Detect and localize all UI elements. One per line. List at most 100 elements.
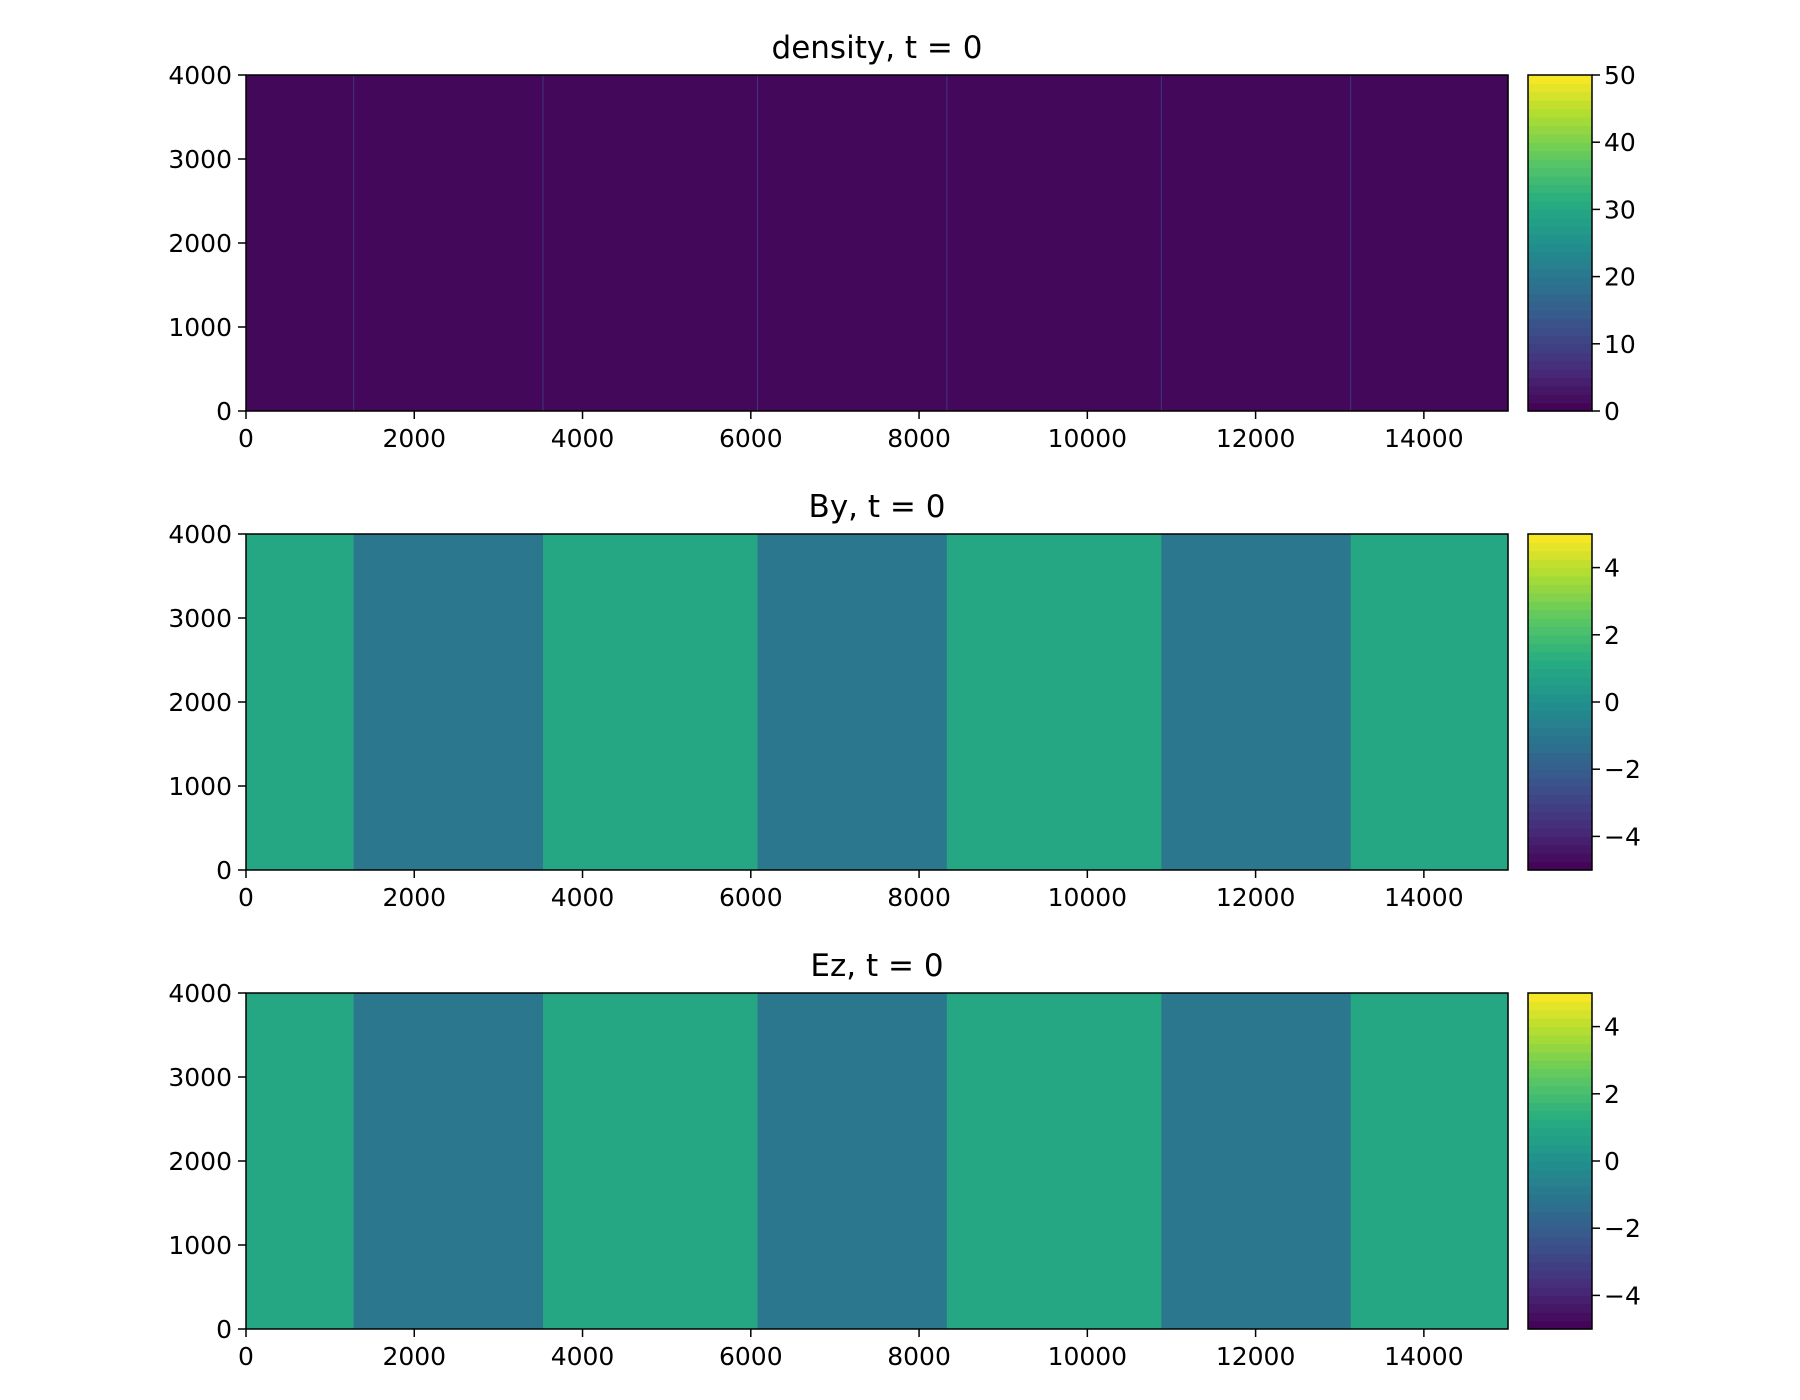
colorbar-segment bbox=[1528, 811, 1592, 821]
colorbar-tick-label: 2 bbox=[1604, 621, 1620, 650]
y-tick-label: 1000 bbox=[168, 1231, 232, 1260]
colorbar-segment bbox=[1528, 285, 1592, 294]
y-tick-label: 4000 bbox=[168, 520, 232, 549]
colorbar-segment bbox=[1528, 769, 1592, 779]
colorbar-tick-label: −4 bbox=[1604, 822, 1641, 851]
heatmap-band bbox=[1350, 993, 1509, 1329]
colorbar-segment bbox=[1528, 385, 1592, 395]
colorbar-tick-label: 50 bbox=[1604, 61, 1636, 90]
colorbar-segment bbox=[1528, 1219, 1592, 1229]
colorbar-segment bbox=[1528, 836, 1592, 846]
x-tick-label: 6000 bbox=[719, 1342, 783, 1371]
colorbar-segment bbox=[1528, 1278, 1592, 1288]
colorbar-segment bbox=[1528, 576, 1592, 585]
colorbar-segment bbox=[1528, 744, 1592, 753]
x-tick-label: 4000 bbox=[551, 1342, 615, 1371]
colorbar-segment bbox=[1528, 159, 1592, 168]
heatmap-band bbox=[353, 993, 544, 1329]
colorbar-segment bbox=[1528, 1211, 1592, 1221]
heatmap-band bbox=[1161, 993, 1352, 1329]
heatmap-band bbox=[1350, 534, 1509, 870]
colorbar-segment bbox=[1528, 534, 1592, 543]
colorbar-segment bbox=[1528, 844, 1592, 854]
colorbar-segment bbox=[1528, 542, 1592, 552]
colorbar-segment bbox=[1528, 251, 1592, 261]
colorbar-segment bbox=[1528, 760, 1592, 770]
colorbar-segment bbox=[1528, 268, 1592, 278]
colorbar-segment bbox=[1528, 1320, 1592, 1330]
plot-title: Ez, t = 0 bbox=[810, 948, 943, 984]
colorbar-segment bbox=[1528, 584, 1592, 594]
heatmap-band bbox=[542, 75, 759, 411]
colorbar-segment bbox=[1528, 727, 1592, 737]
colorbar-segment bbox=[1528, 301, 1592, 311]
heatmap-band bbox=[1161, 75, 1352, 411]
y-tick-label: 4000 bbox=[168, 61, 232, 90]
colorbar-segment bbox=[1528, 710, 1592, 720]
y-tick-label: 2000 bbox=[168, 688, 232, 717]
heatmap-band bbox=[353, 75, 544, 411]
colorbar-segment bbox=[1528, 634, 1592, 644]
colorbar-segment bbox=[1528, 402, 1592, 412]
y-tick-label: 3000 bbox=[168, 145, 232, 174]
colorbar-tick-label: −2 bbox=[1604, 755, 1641, 784]
colorbar-segment bbox=[1528, 1009, 1592, 1019]
colorbar-segment bbox=[1528, 693, 1592, 703]
colorbar-segment bbox=[1528, 718, 1592, 728]
colorbar-segment bbox=[1528, 1144, 1592, 1154]
heatmap-band bbox=[946, 993, 1162, 1329]
x-tick-label: 4000 bbox=[551, 424, 615, 453]
y-tick-label: 1000 bbox=[168, 772, 232, 801]
colorbar-segment bbox=[1528, 360, 1592, 370]
colorbar-segment bbox=[1528, 853, 1592, 863]
heatmap-band bbox=[246, 75, 355, 411]
heatmap-band bbox=[757, 534, 948, 870]
colorbar-segment bbox=[1528, 1043, 1592, 1053]
colorbar-segment bbox=[1528, 1253, 1592, 1263]
colorbar-segment bbox=[1528, 259, 1592, 269]
colorbar-segment bbox=[1528, 234, 1592, 244]
x-tick-label: 4000 bbox=[551, 883, 615, 912]
colorbar-segment bbox=[1528, 75, 1592, 84]
y-tick-label: 2000 bbox=[168, 229, 232, 258]
colorbar-segment bbox=[1528, 1085, 1592, 1095]
x-tick-label: 2000 bbox=[382, 883, 446, 912]
colorbar-segment bbox=[1528, 685, 1592, 695]
colorbar-segment bbox=[1528, 1110, 1592, 1120]
colorbar-segment bbox=[1528, 335, 1592, 345]
colorbar-segment bbox=[1528, 1312, 1592, 1322]
colorbar-segment bbox=[1528, 1261, 1592, 1271]
x-tick-label: 0 bbox=[238, 883, 254, 912]
colorbar-segment bbox=[1528, 1035, 1592, 1044]
colorbar-segment bbox=[1528, 276, 1592, 286]
colorbar-segment bbox=[1528, 209, 1592, 219]
heatmap-band bbox=[757, 75, 948, 411]
colorbar-segment bbox=[1528, 1295, 1592, 1305]
x-tick-label: 8000 bbox=[887, 424, 951, 453]
x-tick-label: 2000 bbox=[382, 424, 446, 453]
colorbar-segment bbox=[1528, 1177, 1592, 1187]
colorbar-segment bbox=[1528, 226, 1592, 236]
colorbar-segment bbox=[1528, 1203, 1592, 1212]
colorbar-segment bbox=[1528, 786, 1592, 795]
x-tick-label: 10000 bbox=[1048, 1342, 1128, 1371]
colorbar-tick-label: 4 bbox=[1604, 554, 1620, 583]
colorbar-tick-label: 20 bbox=[1604, 263, 1636, 292]
x-tick-label: 6000 bbox=[719, 424, 783, 453]
x-tick-label: 12000 bbox=[1216, 424, 1296, 453]
y-tick-label: 1000 bbox=[168, 313, 232, 342]
x-tick-label: 12000 bbox=[1216, 883, 1296, 912]
colorbar-tick-label: 40 bbox=[1604, 128, 1636, 157]
heatmap-band bbox=[542, 993, 759, 1329]
heatmap-band bbox=[246, 993, 355, 1329]
x-tick-label: 10000 bbox=[1048, 883, 1128, 912]
colorbar-segment bbox=[1528, 802, 1592, 812]
colorbar-tick-label: 10 bbox=[1604, 330, 1636, 359]
colorbar-segment bbox=[1528, 601, 1592, 611]
x-tick-label: 14000 bbox=[1384, 424, 1464, 453]
y-tick-label: 0 bbox=[216, 397, 232, 426]
colorbar-segment bbox=[1528, 1169, 1592, 1179]
colorbar-segment bbox=[1528, 1119, 1592, 1128]
y-tick-label: 3000 bbox=[168, 604, 232, 633]
